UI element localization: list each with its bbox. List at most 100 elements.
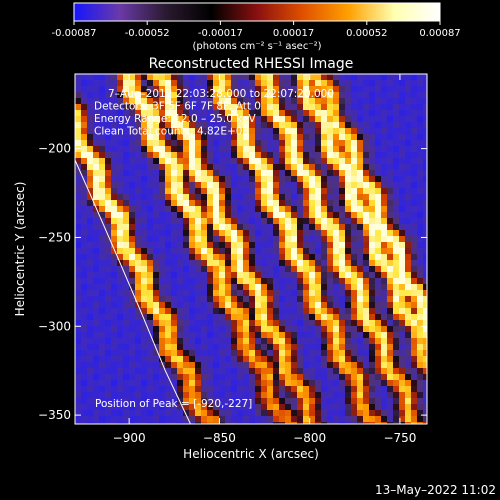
heatmap-cell <box>279 422 285 424</box>
heatmap-cell <box>159 398 165 404</box>
heatmap-cell <box>171 158 177 164</box>
heatmap-cell <box>369 338 375 344</box>
heatmap-cell <box>213 320 219 326</box>
heatmap-cell <box>393 98 399 104</box>
heatmap-cell <box>375 236 381 242</box>
heatmap-cell <box>321 338 327 344</box>
heatmap-cell <box>297 362 303 368</box>
heatmap-cell <box>159 182 165 188</box>
heatmap-cell <box>189 368 195 374</box>
heatmap-cell <box>309 296 315 302</box>
heatmap-cell <box>345 302 351 308</box>
heatmap-cell <box>303 86 309 92</box>
heatmap-cell <box>303 386 309 392</box>
heatmap-cell <box>129 314 135 320</box>
heatmap-cell <box>81 110 87 116</box>
heatmap-cell <box>165 332 171 338</box>
heatmap-cell <box>267 212 273 218</box>
heatmap-cell <box>81 218 87 224</box>
heatmap-cell <box>93 374 99 380</box>
colorbar <box>73 2 441 22</box>
heatmap-cell <box>315 374 321 380</box>
heatmap-cell <box>129 140 135 146</box>
heatmap-cell <box>207 110 213 116</box>
heatmap-cell <box>87 302 93 308</box>
heatmap-cell <box>111 344 117 350</box>
heatmap-cell <box>207 224 213 230</box>
heatmap-cell <box>279 188 285 194</box>
heatmap-cell <box>303 206 309 212</box>
heatmap-cell <box>225 182 231 188</box>
heatmap-cell <box>93 140 99 146</box>
heatmap-cell <box>123 398 129 404</box>
heatmap-cell <box>243 122 249 128</box>
heatmap-cell <box>291 194 297 200</box>
heatmap-cell <box>87 332 93 338</box>
heatmap-cell <box>153 80 159 86</box>
heatmap-cell <box>357 422 363 424</box>
heatmap-cell <box>159 194 165 200</box>
heatmap-cell <box>147 362 153 368</box>
heatmap-cell <box>297 410 303 416</box>
heatmap-cell <box>321 266 327 272</box>
heatmap-cell <box>159 146 165 152</box>
heatmap-cell <box>279 296 285 302</box>
heatmap-cell <box>267 266 273 272</box>
heatmap-cell <box>123 410 129 416</box>
heatmap-cell <box>309 176 315 182</box>
heatmap-cell <box>339 380 345 386</box>
heatmap-cell <box>405 302 411 308</box>
heatmap-cell <box>285 98 291 104</box>
heatmap-cell <box>93 278 99 284</box>
heatmap-cell <box>165 200 171 206</box>
heatmap-cell <box>165 116 171 122</box>
heatmap-cell <box>195 128 201 134</box>
heatmap-cell <box>303 128 309 134</box>
heatmap-cell <box>153 416 159 422</box>
heatmap-cell <box>201 74 207 80</box>
heatmap-cell <box>189 290 195 296</box>
heatmap-cell <box>195 410 201 416</box>
heatmap-cell <box>363 92 369 98</box>
heatmap-cell <box>231 242 237 248</box>
heatmap-cell <box>333 320 339 326</box>
heatmap-cell <box>159 212 165 218</box>
heatmap-cell <box>309 338 315 344</box>
heatmap-cell <box>255 188 261 194</box>
heatmap-cell <box>129 374 135 380</box>
heatmap-cell <box>219 350 225 356</box>
heatmap-cell <box>345 92 351 98</box>
heatmap-cell <box>339 344 345 350</box>
heatmap-cell <box>357 404 363 410</box>
heatmap-cell <box>219 98 225 104</box>
heatmap-cell <box>393 122 399 128</box>
heatmap-cell <box>309 188 315 194</box>
heatmap-cell <box>381 236 387 242</box>
heatmap-cell <box>255 158 261 164</box>
heatmap-cell <box>123 182 129 188</box>
heatmap-cell <box>135 416 141 422</box>
heatmap-cell <box>363 206 369 212</box>
heatmap-cell <box>411 176 417 182</box>
heatmap-cell <box>147 212 153 218</box>
heatmap-cell <box>129 230 135 236</box>
heatmap-cell <box>141 344 147 350</box>
heatmap-cell <box>177 152 183 158</box>
heatmap-cell <box>255 326 261 332</box>
heatmap-cell <box>99 170 105 176</box>
heatmap-cell <box>225 272 231 278</box>
heatmap-cell <box>123 170 129 176</box>
heatmap-cell <box>225 350 231 356</box>
heatmap-cell <box>327 188 333 194</box>
heatmap-cell <box>387 398 393 404</box>
heatmap-cell <box>255 314 261 320</box>
heatmap-cell <box>291 362 297 368</box>
heatmap-cell <box>123 338 129 344</box>
heatmap-cell <box>315 404 321 410</box>
heatmap-cell <box>219 302 225 308</box>
heatmap-cell <box>171 332 177 338</box>
heatmap-cell <box>417 314 423 320</box>
heatmap-cell <box>423 296 427 302</box>
heatmap-cell <box>417 98 423 104</box>
heatmap-cell <box>309 368 315 374</box>
